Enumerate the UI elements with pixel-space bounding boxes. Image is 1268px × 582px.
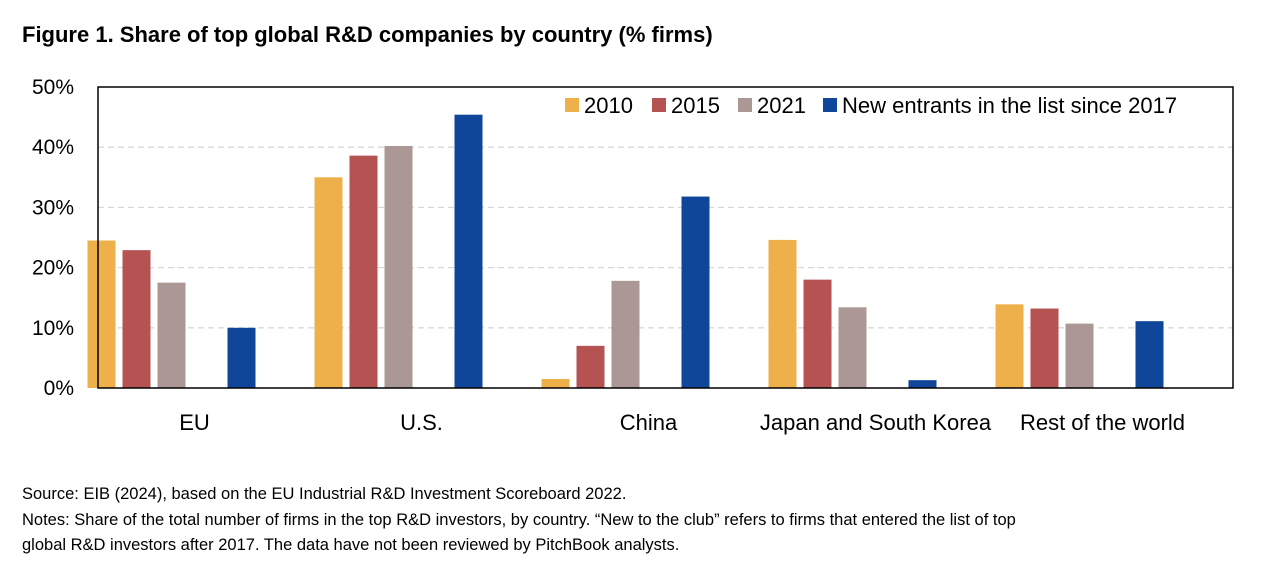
legend-label: New entrants in the list since 2017 <box>842 93 1177 118</box>
bar <box>681 196 710 388</box>
bar <box>541 378 570 388</box>
x-axis: EU U.S. China Japan and South Korea Rest of … <box>179 410 1185 435</box>
bar <box>349 155 378 388</box>
legend-label: 2015 <box>671 93 720 118</box>
legend-swatch <box>565 98 579 112</box>
x-category-label: U.S. <box>400 410 443 435</box>
bar <box>803 279 832 388</box>
bar-chart: 0% 10% 20% 30% 40% 50% EU U.S. China Japan and S… <box>32 76 1234 435</box>
bars <box>87 114 1164 388</box>
legend-swatch <box>652 98 666 112</box>
y-axis: 0% 10% 20% 30% 40% 50% <box>32 76 74 400</box>
source-note: Source: EIB (2024), based on the EU Indu… <box>22 485 627 503</box>
bar <box>454 114 483 388</box>
legend: 2010 2015 2021 New entrants in the list sin… <box>565 93 1177 118</box>
y-tick-label: 10% <box>32 317 74 340</box>
chart-title: Figure 1. Share of top global R&D compan… <box>22 22 713 47</box>
bar <box>1065 323 1094 388</box>
y-tick-label: 30% <box>32 196 74 219</box>
legend-label: 2010 <box>584 93 633 118</box>
bar <box>314 177 343 388</box>
bar <box>611 280 640 388</box>
bar <box>1030 308 1059 388</box>
x-category-label: Rest of the world <box>1020 410 1185 435</box>
bar <box>157 282 186 388</box>
x-category-label: China <box>620 410 678 435</box>
legend-swatch <box>823 98 837 112</box>
y-tick-label: 40% <box>32 136 74 159</box>
bar <box>995 304 1024 388</box>
y-tick-label: 50% <box>32 76 74 99</box>
bar <box>908 380 937 388</box>
bar <box>384 145 413 388</box>
bar <box>838 307 867 388</box>
y-tick-label: 20% <box>32 257 74 280</box>
bar <box>1135 321 1164 388</box>
y-tick-label: 0% <box>44 377 74 400</box>
bar <box>122 250 151 388</box>
notes-line-1: Notes: Share of the total number of firm… <box>22 511 1016 529</box>
gridlines <box>98 146 1233 329</box>
bar <box>87 240 116 388</box>
legend-label: 2021 <box>757 93 806 118</box>
notes-line-2: global R&D investors after 2017. The dat… <box>22 536 680 554</box>
bar <box>227 327 256 388</box>
plot-frame <box>97 86 1234 389</box>
x-category-label: Japan and South Korea <box>760 410 992 435</box>
bar <box>768 239 797 388</box>
x-category-label: EU <box>179 410 210 435</box>
legend-swatch <box>738 98 752 112</box>
bar <box>576 345 605 388</box>
